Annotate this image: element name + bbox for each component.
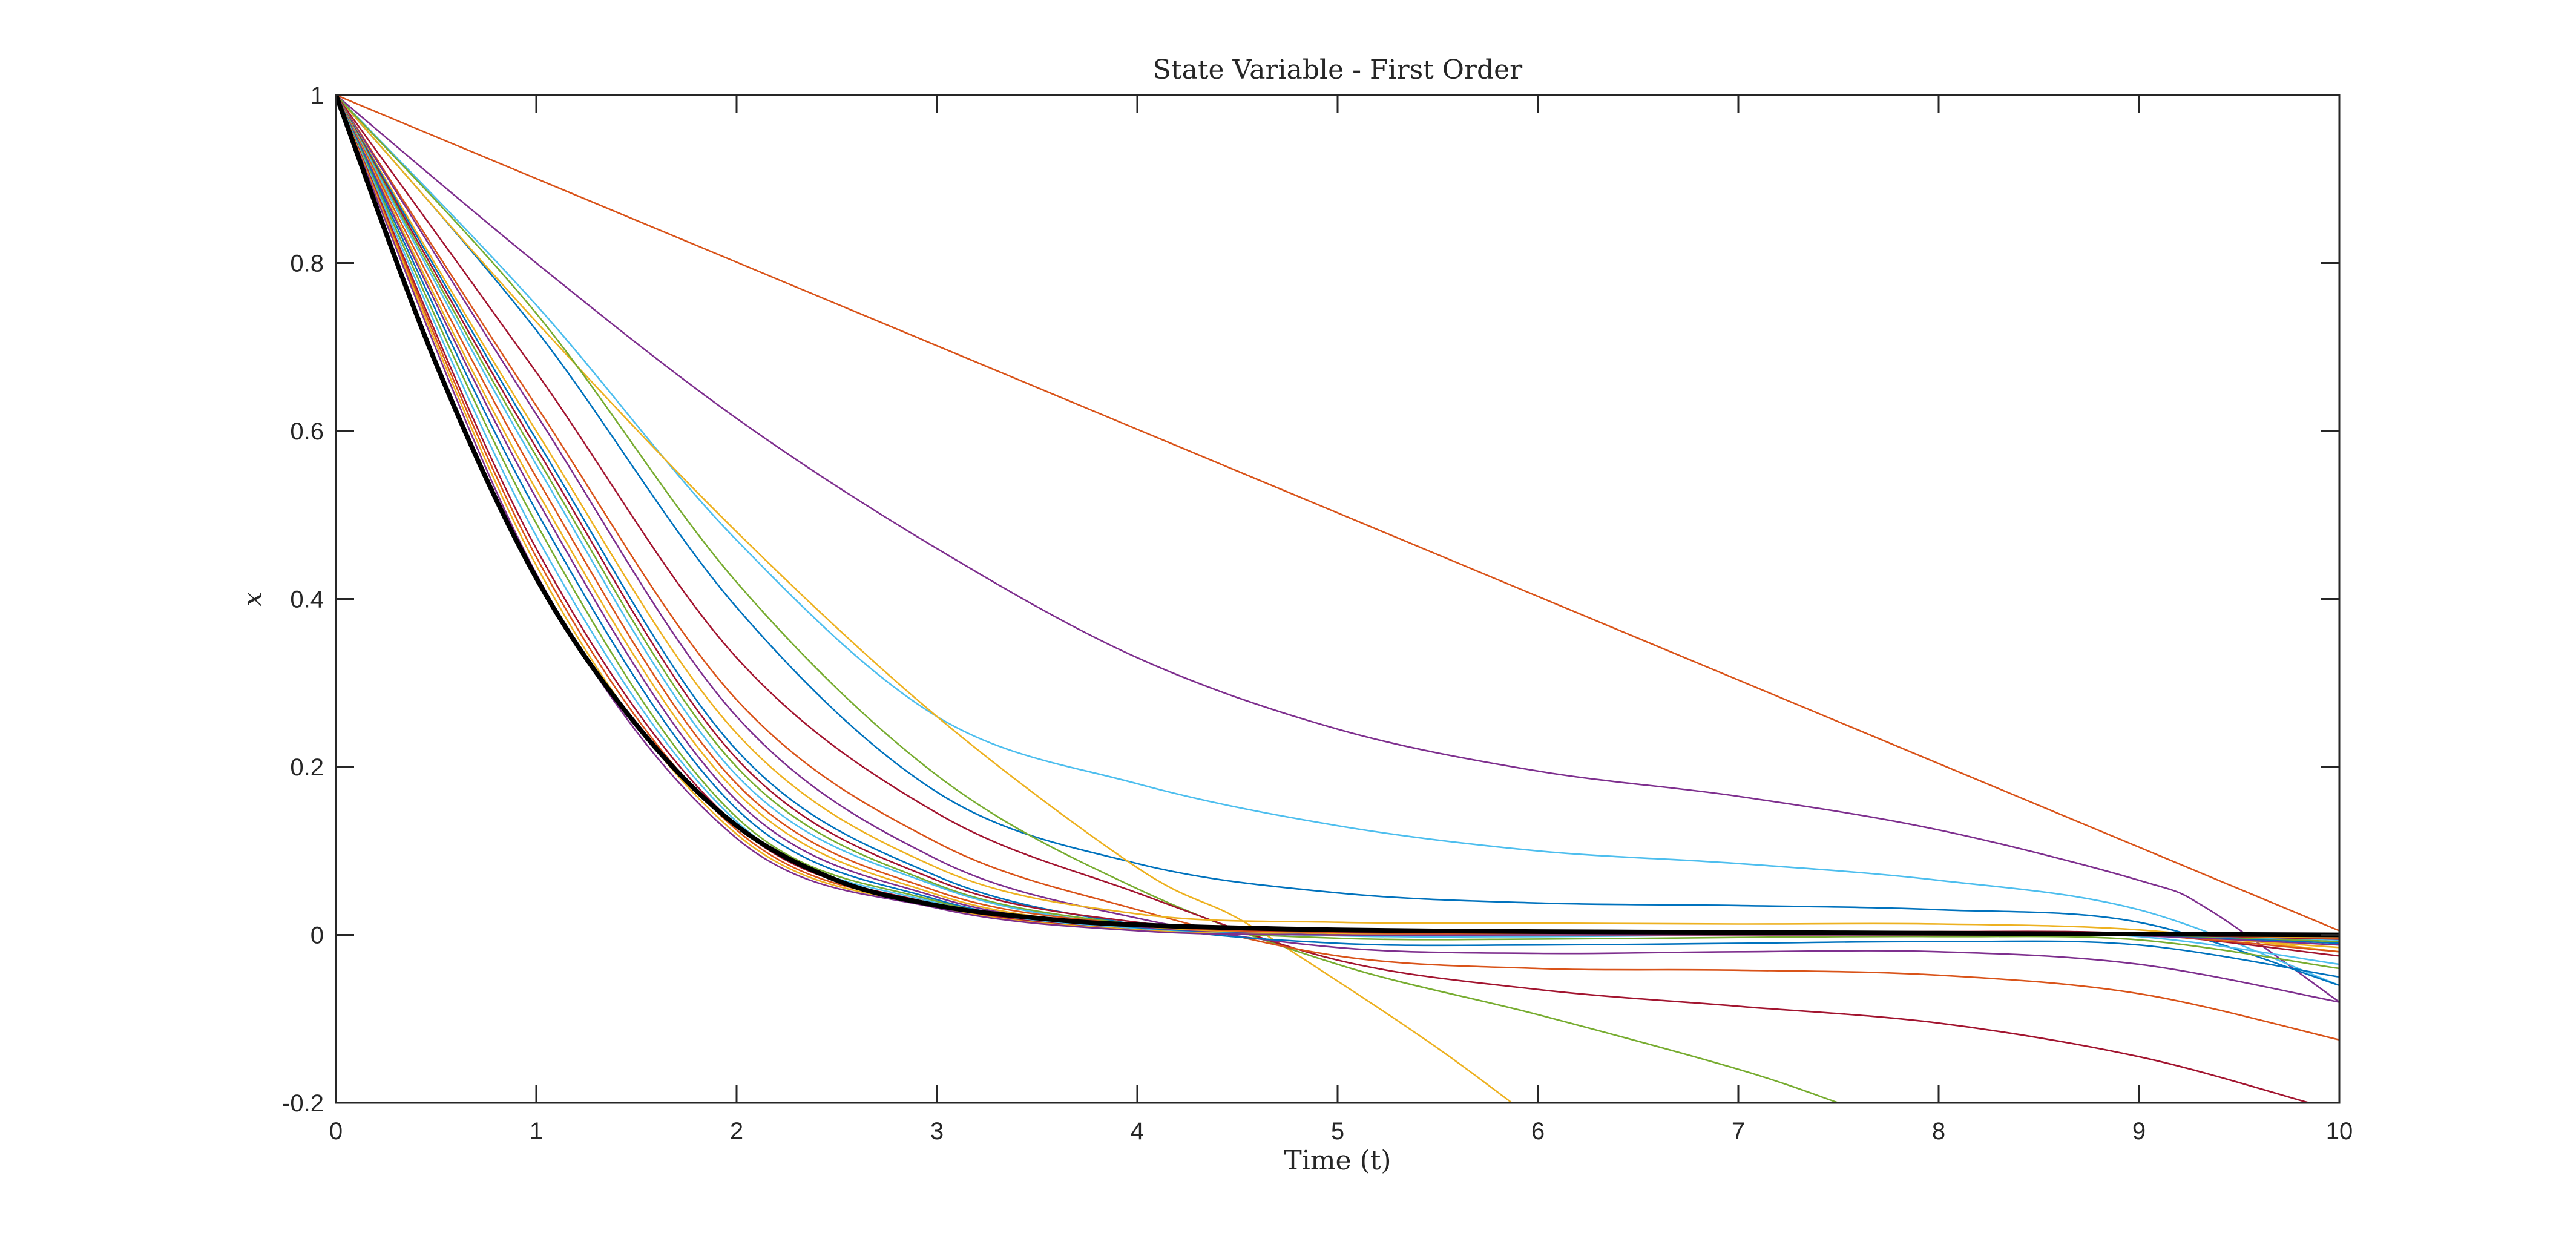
series-line-11 [336,95,2339,978]
x-axis-ticks: 0 1 2 3 4 5 6 7 8 9 10 [329,95,2353,1145]
series-line-13 [336,95,2339,970]
series-line-9 [336,95,2339,1003]
series-line-5 [336,95,1513,1103]
series-line-6 [336,95,1839,1103]
x-axis-label: Time (t) [1284,1145,1391,1176]
x-tick-label: 0 [329,1118,343,1145]
x-tick-label: 1 [530,1118,543,1145]
x-tick-label: 10 [2326,1118,2353,1145]
y-tick-label: 0.2 [290,754,324,781]
x-tick-label: 4 [1131,1118,1144,1145]
x-tick-label: 8 [1932,1118,1945,1145]
x-tick-label: 7 [1732,1118,1745,1145]
series-line-8 [336,95,2339,1041]
y-axis-ticks: -0.2 0 0.2 0.4 0.6 0.8 1 [282,82,2339,1117]
y-tick-label: 0.6 [290,418,324,445]
y-tick-label: -0.2 [282,1090,324,1117]
series-line-10 [336,95,2339,953]
series-line-7 [336,95,2310,1103]
series-layer [336,95,2339,1103]
y-tick-label: 0 [310,922,324,949]
x-tick-label: 3 [930,1118,944,1145]
series-line-3 [336,95,2339,987]
y-tick-label: 0.4 [290,587,324,613]
y-tick-label: 1 [310,82,324,109]
series-line-4 [336,95,2339,987]
x-tick-label: 2 [730,1118,743,1145]
chart-title: State Variable - First Order [1153,54,1523,85]
x-tick-label: 5 [1331,1118,1344,1145]
x-tick-label: 6 [1531,1118,1545,1145]
series-line-25 [336,95,2339,938]
x-tick-label: 9 [2132,1118,2146,1145]
series-line-1 [336,95,2339,932]
y-axis-label: x [237,591,268,607]
series-line-2 [336,95,2339,1003]
y-tick-label: 0.8 [290,251,324,277]
